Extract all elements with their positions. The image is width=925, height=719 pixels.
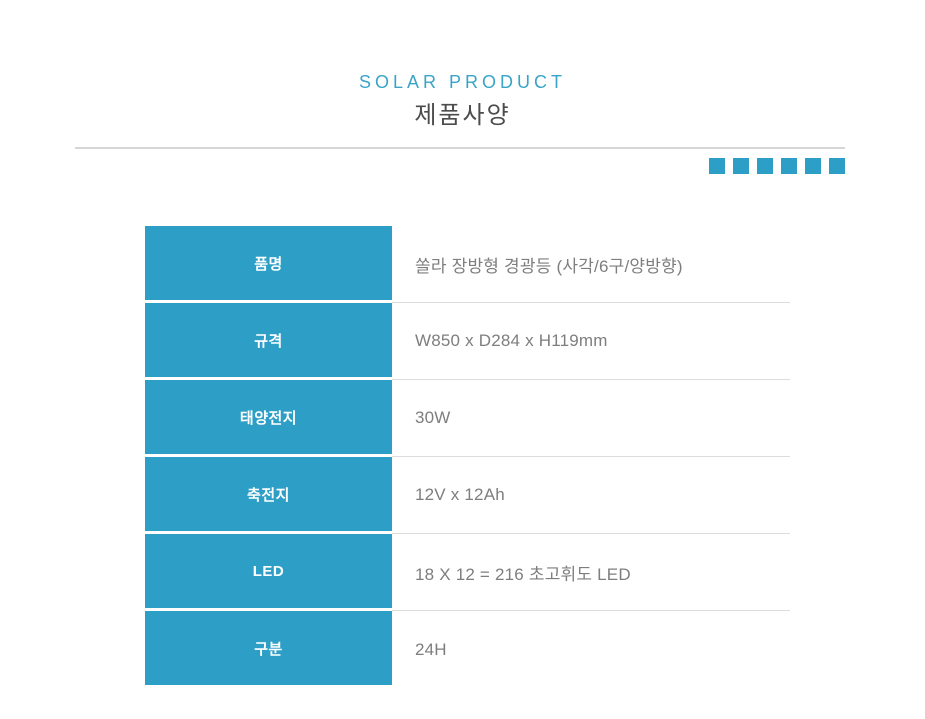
section-eyebrow: SOLAR PRODUCT xyxy=(358,72,567,92)
spec-label-cell: 품명 xyxy=(145,226,392,300)
spec-row: 품명 쏠라 장방형 경광등 (사각/6구/양방향) xyxy=(145,226,790,303)
spec-value: 24H xyxy=(415,639,447,659)
accent-square xyxy=(829,158,845,174)
spec-value-cell: 24H xyxy=(392,611,790,688)
spec-value-cell: 30W xyxy=(392,380,790,457)
spec-label-cell: 태양전지 xyxy=(145,380,392,454)
page-title: 제품사양 xyxy=(414,102,511,129)
accent-square xyxy=(709,158,725,174)
spec-row: LED 18 X 12 = 216 초고휘도 LED xyxy=(145,534,790,611)
spec-label: LED xyxy=(252,562,285,580)
spec-value-cell: 쏠라 장방형 경광등 (사각/6구/양방향) xyxy=(392,226,790,303)
spec-value: 18 X 12 = 216 초고휘도 LED xyxy=(415,564,631,584)
spec-label: 규격 xyxy=(254,332,283,350)
spec-value: W850 x D284 x H119mm xyxy=(415,331,608,350)
spec-value-cell: W850 x D284 x H119mm xyxy=(392,303,790,380)
spec-label: 축전지 xyxy=(247,486,290,504)
spec-label: 태양전지 xyxy=(239,409,298,427)
accent-square xyxy=(781,158,797,174)
spec-row: 태양전지 30W xyxy=(145,380,790,457)
spec-row: 축전지 12V x 12Ah xyxy=(145,457,790,534)
spec-value-cell: 12V x 12Ah xyxy=(392,457,790,534)
header-divider xyxy=(75,147,845,149)
spec-label-cell: LED xyxy=(145,534,392,608)
spec-value-cell: 18 X 12 = 216 초고휘도 LED xyxy=(392,534,790,611)
spec-value: 쏠라 장방형 경광등 (사각/6구/양방향) xyxy=(415,256,683,276)
accent-square xyxy=(733,158,749,174)
accent-square xyxy=(805,158,821,174)
spec-table: 품명 쏠라 장방형 경광등 (사각/6구/양방향) 규격 W850 x D284… xyxy=(145,226,790,688)
spec-label: 구분 xyxy=(254,640,283,658)
spec-label-cell: 구분 xyxy=(145,611,392,685)
spec-value: 12V x 12Ah xyxy=(415,485,505,504)
page-header: SOLAR PRODUCT 제품사양 xyxy=(0,0,925,130)
accent-squares xyxy=(0,158,845,174)
spec-label: 품명 xyxy=(254,255,283,273)
spec-row: 규격 W850 x D284 x H119mm xyxy=(145,303,790,380)
accent-square xyxy=(757,158,773,174)
spec-label-cell: 축전지 xyxy=(145,457,392,531)
spec-row: 구분 24H xyxy=(145,611,790,688)
spec-label-cell: 규격 xyxy=(145,303,392,377)
spec-value: 30W xyxy=(415,408,451,427)
